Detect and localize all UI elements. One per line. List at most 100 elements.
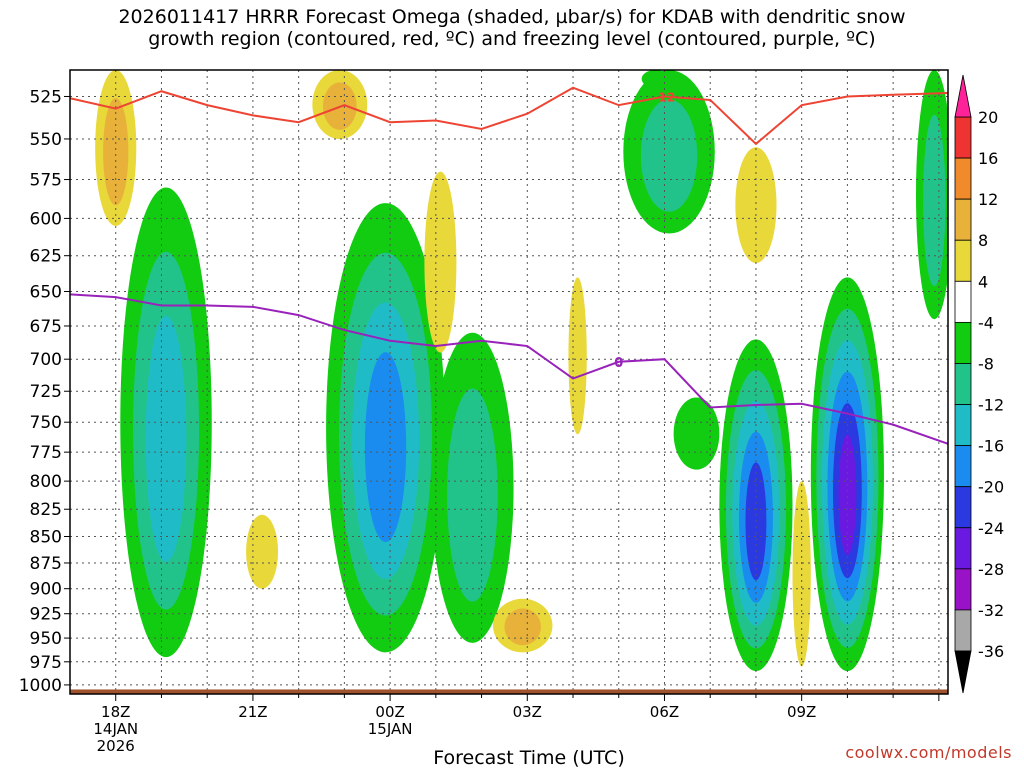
colorbar-bottom-arrow (954, 650, 972, 694)
colorbar-label: -12 (978, 396, 1004, 415)
omega-shade-level (246, 514, 279, 589)
omega-shade-level (641, 70, 670, 88)
rise-18z (95, 70, 137, 226)
plot-border (69, 69, 949, 695)
y-tick-label: 850 (30, 527, 62, 547)
omega-col-10z (810, 277, 884, 672)
rise-02z (492, 598, 553, 653)
dgz-contour-line (70, 86, 948, 146)
plot-area: -12 0 (70, 70, 948, 694)
colorbar-label: 16 (978, 149, 998, 168)
rise-21z (246, 514, 279, 589)
omega-shade-level (103, 98, 129, 206)
omega-shade-level (447, 388, 498, 602)
omega-shade-level (838, 434, 857, 555)
colorbar-segment (954, 568, 972, 611)
rise-0130z (424, 171, 457, 353)
omega-top-11z (915, 70, 948, 320)
omega-top-0530z (623, 70, 715, 234)
omega-shade-level (923, 114, 946, 287)
omega-shade-level (424, 171, 457, 353)
x-tick-label: 18Z (101, 703, 130, 721)
x-tick-label: 00Z (375, 703, 404, 721)
chart-title: 2026011417 HRRR Forecast Omega (shaded, … (0, 6, 1024, 50)
rise-04z (568, 277, 587, 435)
colorbar-label: 20 (978, 108, 998, 127)
y-tick-label: 625 (30, 247, 62, 267)
x-tick-sublabel: 14JAN (93, 720, 138, 738)
omega-top-0530-small (641, 70, 670, 88)
y-tick-label: 900 (30, 580, 62, 600)
y-tick-label: 725 (30, 382, 62, 402)
y-tick-label: 925 (30, 605, 62, 625)
colorbar-label: -8 (978, 354, 994, 373)
colorbar-label: -20 (978, 478, 1004, 497)
colorbar-label: -24 (978, 519, 1004, 538)
omega-shade-level (792, 481, 811, 667)
y-tick-label: 750 (30, 413, 62, 433)
omega-shade-level (364, 352, 407, 543)
terrain-surface (70, 689, 948, 694)
colorbar-segment (954, 363, 972, 405)
x-tick-label: 03Z (513, 703, 542, 721)
rise-09z (792, 481, 811, 667)
colorbar-label: -4 (978, 313, 994, 332)
colorbar-segment (954, 321, 972, 364)
omega-shade-level (504, 608, 542, 646)
y-tick-label: 650 (30, 283, 62, 303)
colorbar-label: 8 (978, 231, 988, 250)
chart-title-line-2: growth region (contoured, red, ºC) and f… (148, 28, 876, 50)
x-axis-title: Forecast Time (UTC) (433, 747, 624, 768)
chart-title-line-1: 2026011417 HRRR Forecast Omega (shaded, … (118, 6, 906, 28)
y-tick-label: 975 (30, 653, 62, 673)
omega-col-0130z (431, 332, 514, 643)
y-tick-label: 675 (30, 317, 62, 337)
y-tick-label: 1000 (19, 676, 62, 696)
colorbar-segment (954, 116, 972, 159)
colorbar-label: -36 (978, 642, 1004, 661)
colorbar-segment (954, 280, 972, 323)
colorbar-segment (954, 404, 972, 447)
colorbar-segment (954, 609, 972, 652)
y-tick-label: 825 (30, 500, 62, 520)
x-tick-sublabel: 15JAN (368, 720, 413, 738)
credit-url[interactable]: coolwx.com/models (845, 743, 1012, 762)
y-tick-label: 700 (30, 350, 62, 370)
y-tick-label: 875 (30, 554, 62, 574)
x-tick-label: 06Z (650, 703, 679, 721)
colorbar-label: 12 (978, 190, 998, 209)
colorbar-segment (954, 198, 972, 241)
colorbar-label: 4 (978, 272, 988, 291)
omega-mid-0630z (673, 397, 720, 470)
grid (70, 70, 948, 694)
y-tick-label: 550 (30, 130, 62, 150)
y-tick-label: 575 (30, 171, 62, 191)
y-tick-label: 775 (30, 443, 62, 463)
y-tick-label: 800 (30, 472, 62, 492)
colorbar-top-arrow (954, 74, 972, 118)
colorbar-label: -32 (978, 601, 1004, 620)
rise-08z (735, 147, 777, 263)
colorbar-segment (954, 239, 972, 282)
freezing-contour-label: 0 (614, 356, 623, 371)
omega-shade-level (145, 316, 187, 563)
omega-shade-level (735, 147, 777, 263)
colorbar-segment (954, 157, 972, 200)
colorbar-label: -28 (978, 560, 1004, 579)
y-tick-label: 600 (30, 209, 62, 229)
colorbar-segment (954, 445, 972, 488)
dgz-contour-label: -12 (654, 90, 676, 104)
colorbar-label: -16 (978, 437, 1004, 456)
y-axis: 525 550 575 600 625 650 675 700 725 750 775 800 825 8… (19, 87, 70, 696)
x-tick-sublabel: 2026 (97, 737, 135, 755)
colorbar-segment (954, 486, 972, 529)
omega-shade-level (673, 397, 720, 470)
x-tick-label: 09Z (787, 703, 816, 721)
rise-2230z (312, 70, 368, 139)
colorbar: 20 16 12 8 4 -4 -8 -12 -16 -20 -24 -28 -32 -36 (954, 74, 1004, 694)
y-tick-label: 525 (30, 87, 62, 107)
colorbar-segment (954, 527, 972, 570)
x-tick-label: 21Z (238, 703, 267, 721)
